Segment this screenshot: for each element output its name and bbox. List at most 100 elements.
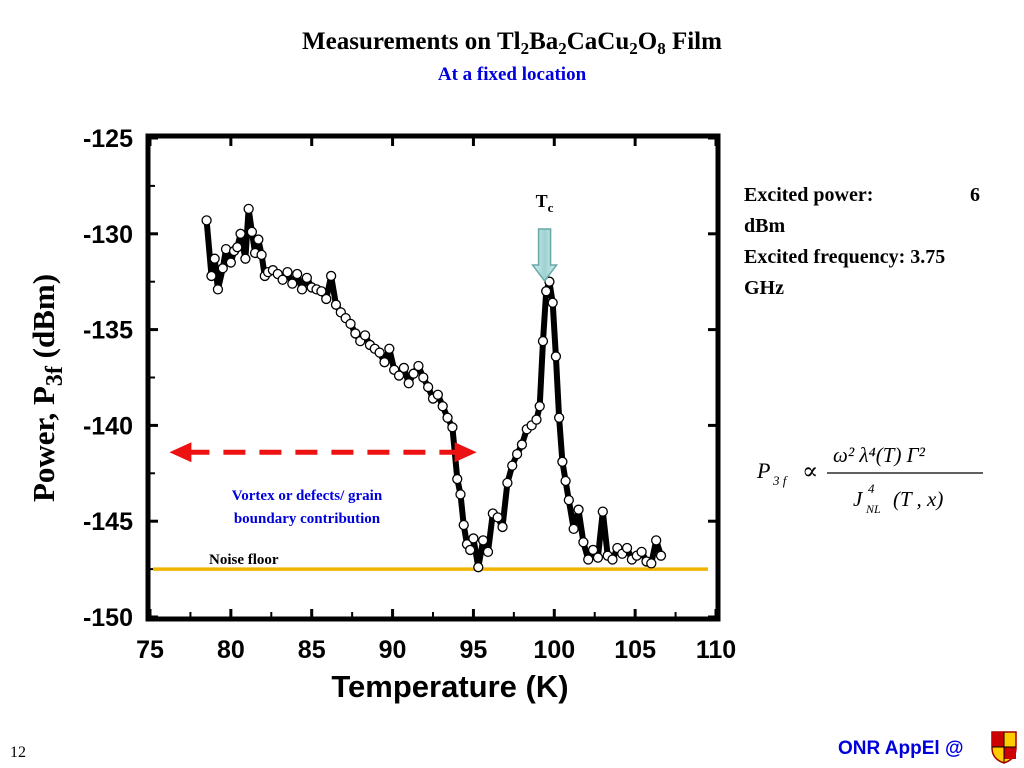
- data-point: [655, 550, 667, 561]
- x-axis-label: Temperature (K): [331, 669, 568, 704]
- formula-denominator-sup: 4: [868, 481, 875, 496]
- annotation-line-1: Vortex or defects/ grain: [232, 488, 383, 504]
- tc-arrow: [531, 228, 559, 283]
- data-point: [232, 242, 243, 253]
- y-tick-label: -135: [83, 317, 133, 345]
- frequency-unit: GHz: [744, 277, 784, 299]
- data-point: [206, 270, 217, 282]
- data-point: [492, 512, 503, 523]
- data-point: [468, 533, 479, 544]
- data-point: [553, 412, 565, 423]
- data-point: [651, 535, 662, 546]
- formula-numerator: ω² λ⁴(T) Γ²: [833, 443, 926, 467]
- data-point: [497, 521, 508, 533]
- y-tick-label: -145: [83, 508, 133, 536]
- data-point: [437, 401, 448, 412]
- data-point: [573, 504, 584, 515]
- title-subscript: 2: [558, 39, 567, 58]
- data-point: [413, 360, 424, 372]
- plot-frame: [145, 133, 721, 622]
- tc-label: Tc: [536, 191, 554, 215]
- y-tick-label: -140: [83, 412, 133, 440]
- data-point: [301, 272, 313, 284]
- data-point: [557, 456, 568, 467]
- y-axis-label: Power, P3f (dBm): [26, 274, 68, 502]
- data-point: [607, 554, 618, 565]
- data-point: [359, 330, 371, 341]
- title-part: CaCu: [566, 28, 630, 55]
- x-tick-label: 85: [298, 636, 326, 664]
- x-tick-labels: 75 80 85 90 95 100 105 110: [136, 636, 736, 664]
- data-point: [379, 357, 390, 368]
- data-point: [482, 546, 494, 558]
- data-point: [321, 293, 332, 305]
- title-subscript: 2: [520, 39, 530, 58]
- data-point: [455, 489, 466, 500]
- axis-ticks: [148, 136, 718, 619]
- power-value: 6: [970, 184, 980, 206]
- data-point: [398, 362, 410, 374]
- annotations: Vortex or defects/ grain boundary contrib…: [169, 191, 559, 568]
- chart: 75 80 85 90 95 100 105 110 -125 -130 -135 -140 -145…: [26, 125, 736, 704]
- formula-relation: ∝: [802, 459, 818, 485]
- formula-lhs: P: [756, 458, 770, 483]
- data-point: [240, 253, 251, 264]
- x-tick-label: 75: [136, 636, 164, 664]
- data-point: [432, 389, 444, 400]
- title-part: Film: [665, 28, 722, 55]
- data-point: [507, 460, 518, 471]
- data-point: [422, 381, 434, 393]
- data-point: [287, 278, 298, 289]
- formula-denominator-main: J: [853, 487, 864, 511]
- data-point: [292, 268, 303, 280]
- footer-credit: ONR AppEl @: [838, 738, 964, 759]
- page-number: 12: [10, 744, 26, 761]
- formula-denominator-args: (T , x): [893, 487, 943, 511]
- data-point: [452, 473, 463, 485]
- data-point: [225, 257, 237, 268]
- data-point: [235, 228, 246, 239]
- y-tick-label: -150: [83, 604, 133, 632]
- title-prefix: Measurements on: [302, 28, 497, 55]
- data-point: [316, 286, 327, 297]
- slide-subtitle: At a fixed location: [437, 64, 587, 85]
- data-point: [418, 372, 429, 383]
- excitation-info: Excited power: 6 dBm Excited frequency: 3…: [744, 180, 1009, 304]
- data-point: [393, 370, 405, 381]
- slide-title: Measurements on Tl2Ba2CaCu2O8 Film: [0, 28, 1024, 63]
- points-layer: [201, 203, 667, 573]
- data-point: [578, 537, 589, 548]
- data-point: [403, 378, 414, 389]
- title-part: Ba: [529, 28, 559, 55]
- title-subscript: 8: [657, 39, 666, 58]
- data-point: [568, 523, 579, 535]
- data-point: [621, 542, 633, 554]
- data-point: [458, 519, 469, 531]
- data-point: [350, 328, 361, 339]
- data-point: [408, 368, 419, 379]
- arrow-head-left: [169, 442, 192, 463]
- data-point: [442, 412, 453, 423]
- data-point: [636, 546, 647, 558]
- data-point: [511, 448, 523, 460]
- formula-denominator-sub: NL: [865, 502, 881, 516]
- arrow-head-right: [454, 442, 477, 463]
- annotation-line-2: boundary contribution: [234, 511, 381, 527]
- data-point: [537, 335, 549, 347]
- power-label: Excited power:: [744, 184, 874, 206]
- data-point: [325, 270, 337, 282]
- formula-lhs-sub: 3 f: [772, 473, 789, 488]
- data-point: [465, 544, 476, 556]
- y-tick-labels: -125 -130 -135 -140 -145 -150: [83, 125, 133, 632]
- tc-label-sub: c: [548, 200, 554, 215]
- data-point: [217, 263, 228, 274]
- data-point: [209, 253, 220, 264]
- data-point: [583, 554, 594, 565]
- data-point: [502, 477, 513, 489]
- data-point: [541, 286, 552, 297]
- data-point: [473, 562, 484, 573]
- power-formula: P 3 f ∝ ω² λ⁴(T) Γ² J 4 NL (T , x): [756, 443, 983, 516]
- data-point: [212, 284, 224, 295]
- x-tick-label: 105: [614, 636, 656, 664]
- data-point: [243, 203, 254, 215]
